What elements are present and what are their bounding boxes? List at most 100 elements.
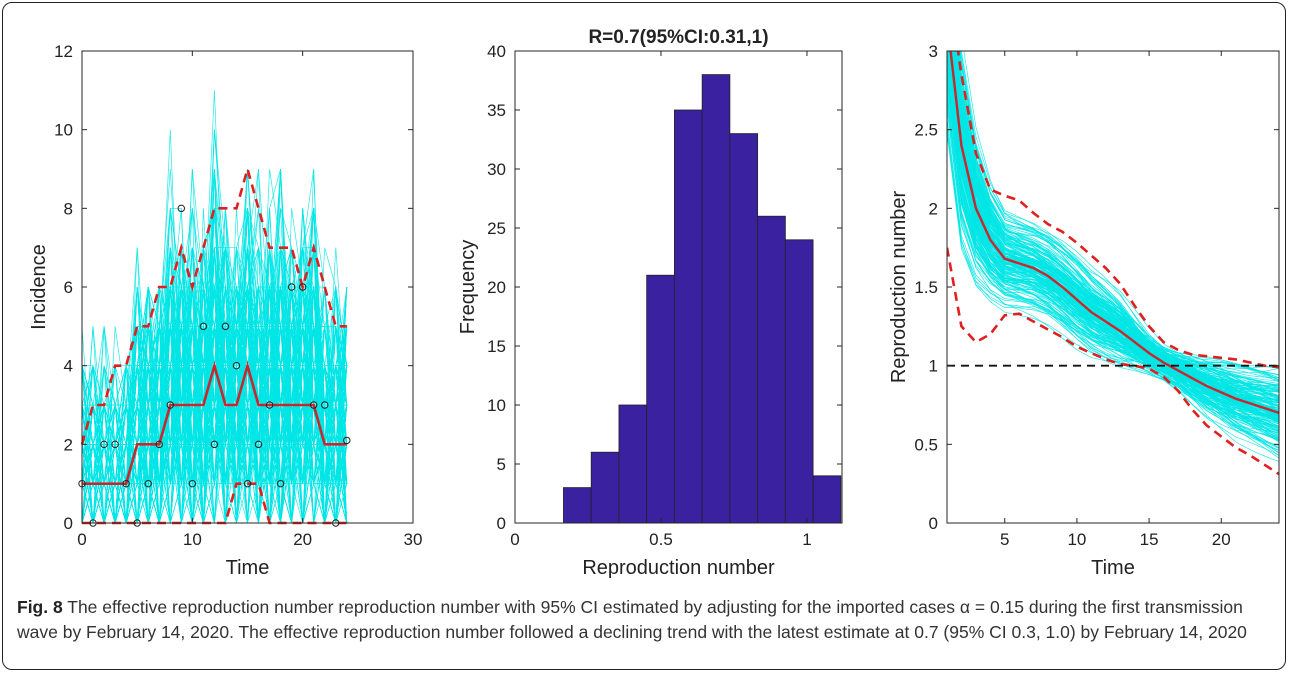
- simulation-line: [958, 51, 1279, 379]
- x-tick-label: 20: [293, 530, 312, 549]
- simulation-line: [947, 51, 1279, 429]
- figure-caption-text: The effective reproduction number reprod…: [17, 597, 1247, 642]
- simulation-line: [956, 51, 1279, 391]
- y-tick-label: 10: [487, 396, 506, 415]
- histogram-bar: [646, 274, 675, 524]
- observed-point: [155, 440, 163, 449]
- x-tick-label: 20: [1212, 530, 1231, 549]
- x-axis-label: Reproduction number: [582, 557, 775, 579]
- simulation-line: [947, 105, 1279, 443]
- y-tick-label: 2.5: [914, 121, 938, 140]
- y-axis-label: Reproduction number: [888, 190, 910, 383]
- simulation-line: [959, 51, 1279, 382]
- simulation-line: [958, 51, 1279, 381]
- simulation-line: [947, 77, 1279, 440]
- y-tick-label: 20: [487, 278, 506, 297]
- y-tick-label: 2: [64, 435, 73, 454]
- incidence-panel: 0 10 20 30 0 2 4 6 8 10 12 Time Incidence: [28, 42, 422, 579]
- simulation-line: [951, 51, 1279, 412]
- simulation-line: [947, 92, 1279, 442]
- simulation-line: [947, 86, 1279, 440]
- observed-point: [321, 401, 329, 409]
- observed-point: [100, 440, 108, 449]
- observed-point: [210, 440, 219, 449]
- upper-bound-line: [80, 164, 347, 445]
- simulation-line: [947, 78, 1279, 446]
- y-tick-label: 2: [929, 199, 938, 218]
- observed-point: [232, 361, 241, 370]
- y-tick-label: 4: [64, 357, 73, 376]
- simulation-line: [82, 208, 348, 524]
- figure-caption: Fig. 8 The effective reproduction number…: [17, 595, 1279, 645]
- y-tick-label: 8: [64, 199, 73, 218]
- x-tick-label: 0.5: [649, 530, 673, 549]
- x-tick-label: 0: [77, 530, 86, 549]
- chart-title: R=0.7(95%CI:0.31,1): [588, 27, 768, 48]
- x-axis-label: Time: [1091, 557, 1135, 579]
- simulation-line: [960, 51, 1279, 369]
- y-tick-label: 6: [64, 278, 73, 297]
- histogram-bar: [729, 133, 759, 524]
- observed-point: [122, 479, 130, 488]
- y-tick-label: 25: [487, 219, 506, 238]
- simulation-line: [947, 51, 1279, 436]
- observed-point: [343, 436, 351, 445]
- y-tick-label: 0.5: [914, 435, 938, 454]
- x-tick-label: 10: [183, 530, 202, 549]
- simulation-line: [952, 51, 1279, 412]
- simulation-lines: [81, 90, 348, 525]
- y-tick-label: 1.5: [914, 278, 938, 297]
- observed-point: [287, 283, 296, 291]
- y-tick-label: 40: [487, 42, 506, 61]
- simulation-line: [957, 51, 1279, 393]
- x-tick-label: 15: [1140, 530, 1159, 549]
- simulation-line: [954, 51, 1279, 392]
- y-tick-label: 30: [487, 160, 506, 179]
- simulation-line: [948, 51, 1279, 416]
- simulation-line: [952, 51, 1279, 411]
- y-tick-label: 5: [497, 455, 506, 474]
- median-line: [949, 51, 1279, 415]
- histogram-bar: [674, 109, 703, 524]
- histogram-bar: [757, 215, 786, 524]
- simulation-line: [947, 100, 1279, 452]
- observed-point: [254, 440, 263, 449]
- figure-label: Fig. 8: [17, 597, 63, 617]
- y-tick-label: 10: [54, 121, 73, 140]
- y-tick-label: 0: [497, 514, 506, 533]
- simulation-line: [81, 247, 348, 524]
- y-tick-label: 0: [64, 514, 73, 533]
- simulation-line: [953, 51, 1279, 400]
- y-axis-label: Frequency: [457, 240, 479, 335]
- reproduction-panel: 5 10 15 20 0 0.5 1 1.5 2 2.5 3 Time Reproduction num…: [888, 42, 1280, 579]
- observed-point: [298, 283, 307, 291]
- histogram-bars: [563, 74, 842, 524]
- x-axis-label: Time: [226, 557, 270, 579]
- observed-point: [310, 401, 318, 409]
- histogram-bar: [812, 475, 842, 524]
- x-tick-label: 1: [802, 530, 811, 549]
- simulation-line: [947, 130, 1279, 454]
- median-line: [82, 360, 347, 486]
- observed-point: [177, 204, 186, 213]
- observed-point: [188, 479, 197, 488]
- y-tick-label: 12: [54, 42, 73, 61]
- y-axis-label: Incidence: [28, 244, 50, 330]
- simulation-line: [954, 51, 1279, 407]
- lower-bound-line: [947, 247, 1279, 476]
- simulation-lines: [947, 51, 1279, 462]
- y-tick-label: 35: [487, 101, 506, 120]
- observed-point: [144, 479, 152, 488]
- y-tick-label: 1: [929, 357, 938, 376]
- x-tick-label: 30: [404, 530, 423, 549]
- histogram-bar: [618, 404, 648, 524]
- histogram-bar: [590, 451, 620, 524]
- observed-point: [243, 479, 252, 488]
- histogram-bar: [701, 74, 731, 524]
- observed-point: [199, 322, 208, 331]
- x-tick-label: 10: [1067, 530, 1086, 549]
- observed-point: [111, 440, 119, 449]
- observed-point: [276, 479, 285, 488]
